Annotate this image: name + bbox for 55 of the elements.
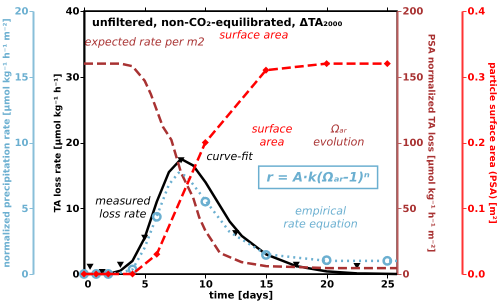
point xyxy=(261,250,271,260)
y2-tick-label: 50 xyxy=(402,204,416,215)
y-tick-label: 20 xyxy=(14,6,29,18)
annotation: r = A·k(Ωₐᵣ-1)ⁿ xyxy=(266,170,370,186)
y2-tick-label: 0.3 xyxy=(468,72,486,84)
x-tick-label: 10 xyxy=(198,280,213,290)
y2-tick-label: 0.0 xyxy=(468,270,486,280)
point xyxy=(382,256,392,266)
point xyxy=(323,60,330,68)
x-tick-label: 0 xyxy=(84,280,92,290)
x-tick-label: 25 xyxy=(380,280,395,290)
point xyxy=(322,255,332,266)
y-tick-label: 40 xyxy=(66,6,80,18)
y2-tick-label: 200 xyxy=(402,6,424,18)
y2-axis-title: PSA normalized TA loss [µmol kg⁻¹ h⁻¹ m⁻²] xyxy=(425,34,436,252)
point xyxy=(262,66,270,74)
y-tick-label: 0 xyxy=(72,270,80,280)
annotation: surface area xyxy=(219,28,289,42)
y-tick-label: 10 xyxy=(14,138,29,149)
y2-axis-title: particle surface area (PSA) [m²] xyxy=(487,62,498,224)
y-tick-label: 15 xyxy=(14,72,29,84)
annotation: surface area xyxy=(252,122,293,148)
y2-tick-label: 0 xyxy=(402,270,410,280)
y-tick-label: 30 xyxy=(66,72,80,84)
y-tick-label: 5 xyxy=(22,204,29,215)
y2-tick-label: 100 xyxy=(402,138,424,149)
y2-tick-label: 0.4 xyxy=(468,6,486,18)
x-tick-label: 15 xyxy=(260,280,274,290)
y2-tick-label: 0.1 xyxy=(468,204,486,215)
point xyxy=(141,234,148,241)
x-tick-label: 5 xyxy=(142,280,149,290)
point xyxy=(152,212,162,222)
point xyxy=(200,196,210,207)
y-tick-label: 10 xyxy=(66,204,80,215)
point xyxy=(116,262,124,268)
y2-tick-label: 0.2 xyxy=(468,138,486,149)
point xyxy=(384,60,391,68)
y2-tick-label: 150 xyxy=(402,72,424,84)
annotation: curve-fit xyxy=(206,150,254,163)
annotation: empirical rate equation xyxy=(283,204,358,231)
point xyxy=(292,262,300,268)
x-tick-label: 20 xyxy=(320,280,334,290)
x-axis-title: time [days] xyxy=(208,290,274,302)
y-tick-label: 0 xyxy=(22,270,29,280)
y-axis-title: TA loss rate [µmol kg⁻¹ h⁻¹] xyxy=(54,74,64,212)
point xyxy=(232,230,240,236)
point xyxy=(86,264,94,270)
annotation: measured loss rate xyxy=(95,194,152,221)
annotation: Ωₐᵣ evolution xyxy=(313,122,364,148)
y-axis-title: normalized precipitation rate [µmol kg⁻¹ h⁻¹ m⁻²] xyxy=(2,18,13,268)
point xyxy=(153,250,160,258)
chart-title: unfiltered, non-CO₂-equilibrated, ΔTA₂₀₀₀ xyxy=(92,16,343,29)
point xyxy=(202,138,209,146)
point xyxy=(178,157,185,164)
y-tick-label: 20 xyxy=(66,138,80,149)
